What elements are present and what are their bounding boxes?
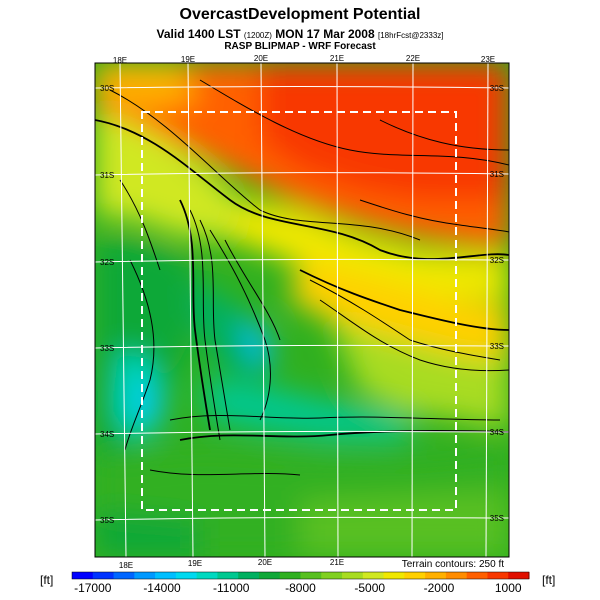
lon-label-top: 22E	[406, 54, 420, 63]
lon-label-bottom: 20E	[258, 558, 272, 567]
lat-label-left: 30S	[100, 84, 114, 93]
color-scale-tick-label: -2000	[424, 581, 455, 595]
terrain-contours	[95, 79, 509, 476]
valid-utc: (1200Z)	[243, 31, 272, 40]
lon-label-top: 21E	[330, 54, 344, 63]
lat-label-right: 32S	[490, 256, 504, 265]
lat-lon-grid	[95, 63, 509, 557]
color-scale-swatch	[508, 572, 530, 579]
lat-label-left: 31S	[100, 171, 114, 180]
color-scale-swatch	[258, 572, 281, 579]
color-scale-swatch	[72, 572, 94, 579]
color-scale-swatch	[92, 572, 115, 579]
color-scale-swatch	[404, 572, 426, 579]
terrain-contour-note: Terrain contours: 250 ft	[401, 559, 504, 570]
color-scale-swatch	[342, 572, 364, 579]
map-title: OvercastDevelopment Potential	[179, 6, 421, 23]
valid-date: MON 17 Mar 2008	[275, 27, 375, 41]
color-scale-swatch	[196, 572, 218, 579]
lat-label-left: 33S	[100, 344, 114, 353]
color-scale-swatch	[238, 572, 260, 579]
color-scale-tick-label: -14000	[143, 581, 181, 595]
map-frame	[94, 62, 510, 558]
color-scale-swatch	[362, 572, 385, 579]
lon-label-top: 19E	[181, 55, 195, 64]
color-scale-swatch	[175, 572, 198, 579]
unit-label-left: [ft]	[40, 573, 54, 587]
color-scale-swatch	[445, 572, 468, 579]
model-name: RASP BLIPMAP - WRF Forecast	[224, 41, 376, 52]
lat-label-left: 35S	[100, 516, 114, 525]
lon-label-top: 18E	[113, 56, 127, 65]
lon-label-top: 20E	[254, 54, 268, 63]
color-scale-tick-label: -5000	[354, 581, 385, 595]
valid-prefix: Valid 1400 LST	[156, 27, 241, 41]
color-scale-swatch	[134, 572, 156, 579]
color-scale-swatch	[425, 572, 447, 579]
lat-label-left: 32S	[100, 258, 114, 267]
lon-label-bottom: 19E	[188, 559, 202, 568]
lat-label-right: 30S	[490, 84, 504, 93]
color-field	[95, 63, 509, 557]
lat-label-left: 34S	[100, 430, 114, 439]
lon-label-top: 23E	[481, 55, 495, 64]
color-scale-tick-label: -8000	[285, 581, 316, 595]
lon-label-bottom: 18E	[119, 561, 133, 570]
color-scale-swatch	[466, 572, 488, 579]
color-scale-tick-label: -17000	[74, 581, 112, 595]
color-scale-swatch	[383, 572, 405, 579]
color-scale-tick-label: 1000	[495, 581, 522, 595]
color-scale-swatches	[71, 571, 530, 580]
unit-label-right: [ft]	[542, 573, 556, 587]
color-scale-swatch	[217, 572, 239, 579]
color-scale-swatch	[300, 572, 322, 579]
lat-label-right: 31S	[490, 170, 504, 179]
color-scale-ticks: -17000 -14000 -11000 -8000 -5000 -2000 1000	[74, 581, 522, 595]
lon-label-bottom: 21E	[330, 558, 344, 567]
color-scale-tick-label: -11000	[213, 581, 250, 595]
valid-time: Valid 1400 LST (1200Z) MON 17 Mar 2008 […	[0, 27, 600, 41]
color-scale-swatch	[279, 572, 301, 579]
color-scale-swatch	[321, 572, 343, 579]
inner-domain-box	[141, 111, 457, 511]
lat-label-right: 34S	[490, 428, 504, 437]
lat-label-right: 35S	[490, 514, 504, 523]
forecast-info: [18hrFcst@2333z]	[378, 31, 444, 40]
color-scale-swatch	[487, 572, 509, 579]
color-scale-swatch	[113, 572, 135, 579]
color-scale: -17000 -14000 -11000 -8000 -5000 -2000 1000	[71, 571, 530, 595]
color-scale-swatch	[155, 572, 177, 579]
color-scale-frame	[71, 571, 530, 580]
lat-label-right: 33S	[490, 342, 504, 351]
